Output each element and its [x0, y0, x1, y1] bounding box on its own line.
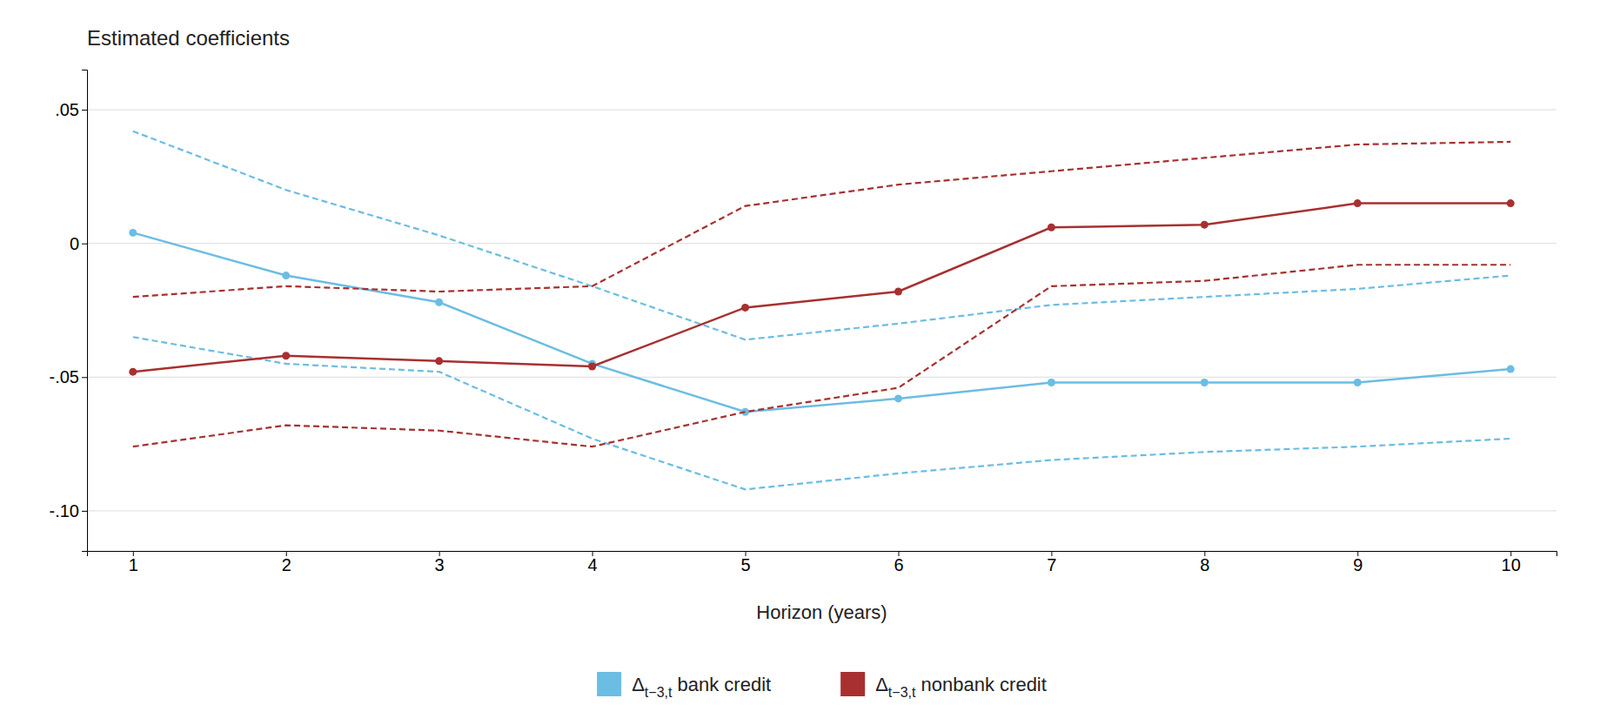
legend-item: Δt−3,t nonbank credit	[840, 671, 1047, 700]
x-tick: 10	[1501, 550, 1521, 575]
x-tick-label: 10	[1501, 555, 1521, 575]
x-tick-label: 5	[740, 555, 750, 575]
y-tick: -.10	[49, 501, 88, 521]
legend: Δt−3,t bank credit Δt−3,t nonbank credit	[596, 671, 1047, 700]
y-tick-label: -.10	[49, 501, 80, 521]
point	[894, 394, 903, 402]
point	[1506, 199, 1515, 208]
point	[1506, 365, 1515, 374]
point	[281, 271, 290, 280]
x-axis-line	[87, 551, 1558, 557]
point	[435, 356, 443, 365]
x-tick: 9	[1352, 550, 1363, 575]
ci-line	[133, 264, 1511, 447]
legend-swatch	[840, 671, 865, 697]
x-tick-label: 3	[435, 555, 445, 575]
x-tick-label: 2	[281, 555, 292, 575]
grid-line	[87, 509, 1557, 511]
x-tick-label: 6	[893, 555, 904, 575]
y-tick-label: 0	[69, 234, 80, 254]
chart: 1 2 3 4 5 6 7 8 9 10 -.10 -.05 0 .05 Estimated coeffic…	[0, 0, 1600, 725]
grid-line	[87, 242, 1557, 244]
y-tick-label: -.05	[49, 367, 80, 387]
point	[128, 228, 137, 237]
y-tick-mark	[81, 510, 88, 512]
y-tick-mark	[81, 376, 88, 378]
ci-line	[133, 336, 1511, 489]
x-tick: 6	[893, 550, 904, 575]
x-tick-label: 9	[1352, 555, 1363, 575]
x-tick: 5	[740, 550, 750, 575]
x-tick: 7	[1046, 550, 1057, 575]
plot-area: 1 2 3 4 5 6 7 8 9 10 -.10 -.05 0 .05	[49, 70, 1558, 576]
x-tick-label: 8	[1199, 555, 1210, 575]
x-tick-label: 4	[588, 555, 598, 575]
y-tick-mark	[81, 243, 88, 245]
x-axis: 1 2 3 4 5 6 7 8 9 10	[87, 550, 1558, 575]
title: Estimated coefficients	[87, 26, 290, 50]
x-tick-label: 1	[128, 555, 139, 575]
x-axis-title: Horizon (years)	[756, 601, 887, 623]
ci-line	[133, 141, 1511, 297]
legend-item: Δt−3,t bank credit	[596, 671, 771, 700]
y-axis: -.10 -.05 0 .05	[49, 70, 88, 552]
point	[1353, 378, 1362, 387]
y-tick: 0	[69, 234, 88, 254]
point	[1353, 199, 1362, 208]
point	[128, 368, 137, 376]
x-tick: 4	[588, 550, 598, 575]
grid-line	[87, 376, 1557, 378]
legend-label: Δt−3,t nonbank credit	[875, 673, 1047, 700]
y-tick-label: .05	[54, 100, 80, 120]
x-tick: 1	[128, 550, 139, 575]
point	[1200, 378, 1209, 387]
x-tick: 2	[281, 550, 292, 575]
x-tick: 8	[1199, 550, 1210, 575]
grid-line	[87, 109, 1557, 111]
point	[1047, 378, 1056, 387]
x-tick-label: 7	[1046, 555, 1057, 575]
legend-swatch	[596, 671, 622, 697]
point	[1200, 220, 1209, 229]
point	[588, 362, 596, 371]
x-tick: 3	[435, 550, 445, 575]
point	[741, 303, 750, 312]
ci-line	[133, 131, 1511, 341]
point	[435, 298, 443, 307]
y-tick-mark	[81, 109, 88, 111]
legend-label: Δt−3,t bank credit	[631, 673, 771, 700]
y-tick: .05	[54, 100, 88, 120]
y-tick: -.05	[49, 367, 88, 387]
y-axis-line	[81, 70, 88, 552]
marks	[128, 131, 1514, 490]
point	[1047, 223, 1056, 232]
point	[894, 287, 903, 295]
grid	[87, 109, 1557, 511]
point	[281, 351, 290, 360]
series-line	[133, 232, 1511, 412]
